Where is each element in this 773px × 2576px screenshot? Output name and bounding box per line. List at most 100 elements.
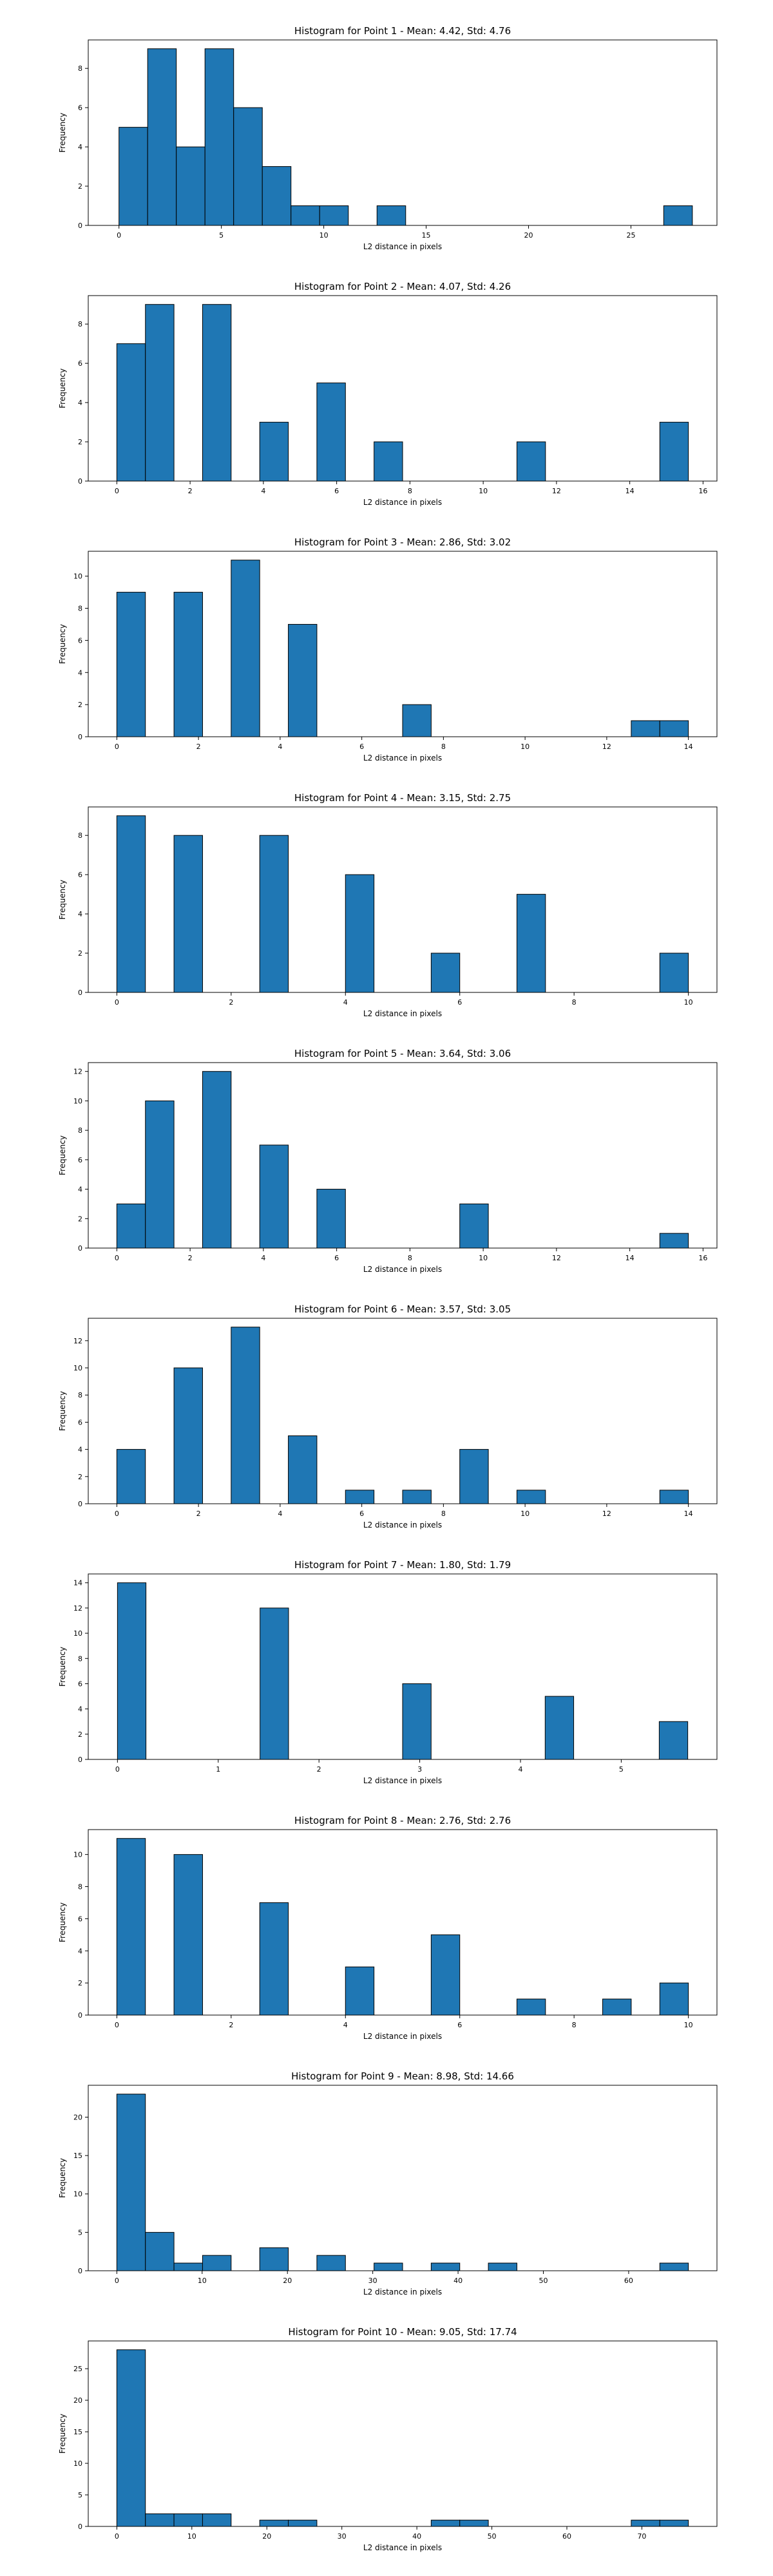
x-tick-label: 6 — [457, 2021, 462, 2029]
chart-title: Histogram for Point 6 - Mean: 3.57, Std:… — [294, 1303, 511, 1315]
x-tick-label: 5 — [219, 231, 224, 240]
x-tick-label: 14 — [625, 1254, 635, 1262]
histogram-bar — [374, 441, 403, 482]
histogram-bar — [202, 1071, 232, 1249]
histogram-bar — [202, 2513, 232, 2527]
histogram-bar — [173, 592, 203, 737]
histogram-panel-8: 0 2 4 6 8 10 0 2 4 6 8 10 Histogram for Point 8 - Me… — [58, 1815, 718, 2041]
histogram-bar — [516, 894, 546, 993]
y-tick-label: 6 — [78, 871, 82, 879]
x-tick-label: 60 — [624, 2277, 633, 2285]
y-tick-label: 10 — [73, 1629, 82, 1638]
y-tick-label: 8 — [78, 831, 82, 840]
x-tick-label: 10 — [187, 2532, 196, 2541]
x-tick-label: 20 — [262, 2532, 271, 2541]
x-tick-label: 4 — [519, 1765, 523, 1774]
chart-title: Histogram for Point 8 - Mean: 2.76, Std:… — [294, 1815, 511, 1826]
x-tick-label: 0 — [115, 998, 119, 1007]
y-tick-label: 12 — [73, 1604, 82, 1613]
y-tick-label: 5 — [78, 2491, 82, 2499]
plot-frame — [88, 1062, 718, 1249]
histogram-bar — [116, 1203, 146, 1249]
histogram-bar — [145, 304, 175, 482]
x-tick-label: 2 — [188, 1254, 193, 1262]
histogram-bar — [173, 1854, 203, 2016]
plot-frame — [88, 1318, 718, 1504]
x-tick-label: 10 — [520, 1510, 530, 1518]
x-tick-label: 6 — [334, 1254, 339, 1262]
histogram-bar — [659, 720, 689, 737]
y-tick-label: 4 — [78, 668, 82, 677]
histogram-panel-5: 0 2 4 6 8 10 12 14 16 0 2 4 6 8 10 12 Histogram for Poin… — [58, 1048, 718, 1274]
histogram-bar — [259, 1144, 289, 1249]
y-tick-label: 0 — [78, 2523, 82, 2531]
x-tick-label: 2 — [229, 2021, 233, 2029]
y-tick-label: 6 — [78, 1680, 82, 1688]
histogram-bar — [402, 1683, 432, 1760]
x-tick-label: 50 — [488, 2532, 497, 2541]
x-tick-label: 4 — [343, 2021, 348, 2029]
y-tick-label: 12 — [73, 1068, 82, 1076]
plot-frame — [88, 551, 718, 737]
y-tick-label: 8 — [78, 1126, 82, 1135]
y-tick-label: 10 — [73, 2190, 82, 2199]
y-tick-label: 2 — [78, 438, 82, 446]
histogram-bar — [291, 205, 320, 226]
histogram-bar — [402, 704, 432, 737]
histogram-bar — [173, 2513, 203, 2527]
x-axis-label: L2 distance in pixels — [363, 753, 442, 762]
y-tick-label: 4 — [78, 1186, 82, 1194]
x-axis-label: L2 distance in pixels — [363, 2032, 442, 2041]
histogram-bar — [202, 304, 232, 482]
y-tick-label: 2 — [78, 1979, 82, 1987]
histogram-bar — [345, 874, 375, 993]
histogram-bar — [430, 2519, 461, 2527]
y-tick-label: 10 — [73, 1097, 82, 1105]
histogram-bar — [288, 623, 318, 737]
x-tick-label: 0 — [115, 1254, 119, 1262]
y-tick-label: 4 — [78, 1446, 82, 1454]
histogram-bar — [259, 422, 289, 482]
x-tick-label: 8 — [441, 1510, 446, 1518]
x-tick-label: 6 — [457, 998, 462, 1007]
histogram-bar — [402, 1490, 432, 1504]
histogram-bar — [430, 2262, 461, 2271]
x-axis-label: L2 distance in pixels — [363, 1265, 442, 1274]
x-tick-label: 10 — [479, 1254, 488, 1262]
histogram-bar — [145, 2513, 175, 2527]
x-tick-label: 2 — [317, 1765, 321, 1774]
x-tick-label: 0 — [115, 743, 119, 751]
histogram-bar — [459, 2519, 489, 2527]
y-tick-label: 8 — [78, 320, 82, 328]
y-tick-label: 2 — [78, 949, 82, 958]
x-tick-label: 12 — [602, 743, 611, 751]
y-tick-label: 5 — [78, 2228, 82, 2237]
x-tick-label: 30 — [338, 2532, 347, 2541]
y-axis-label: Frequency — [58, 624, 67, 664]
x-axis-label: L2 distance in pixels — [363, 2543, 442, 2552]
chart-title: Histogram for Point 5 - Mean: 3.64, Std:… — [294, 1048, 511, 1059]
histogram-panel-10: 0 10 20 30 40 50 60 70 0 5 10 15 20 25 Histogram for P… — [58, 2326, 718, 2552]
chart-title: Histogram for Point 7 - Mean: 1.80, Std:… — [294, 1559, 511, 1571]
histogram-bar — [516, 1998, 546, 2016]
histogram-bar — [374, 2262, 403, 2271]
histogram-bar — [516, 441, 546, 482]
x-tick-label: 0 — [115, 487, 119, 495]
x-tick-label: 60 — [562, 2532, 571, 2541]
x-tick-label: 10 — [684, 998, 693, 1007]
x-tick-label: 4 — [278, 743, 282, 751]
histogram-bar — [316, 1189, 346, 1249]
histogram-bar — [631, 720, 660, 737]
y-tick-label: 2 — [78, 182, 82, 191]
histogram-panel-2: 0 2 4 6 8 10 12 14 16 0 2 4 6 8 Histogram for Point 2 … — [58, 281, 718, 507]
x-axis-label: L2 distance in pixels — [363, 1776, 442, 1785]
y-tick-label: 10 — [73, 1851, 82, 1859]
y-tick-label: 4 — [78, 910, 82, 918]
y-tick-label: 6 — [78, 1915, 82, 1923]
plot-frame — [88, 806, 718, 993]
x-tick-label: 2 — [188, 487, 193, 495]
histogram-bar — [659, 2262, 689, 2271]
histogram-bar — [319, 205, 349, 226]
histogram-bar — [204, 48, 234, 226]
chart-title: Histogram for Point 4 - Mean: 3.15, Std:… — [294, 792, 511, 804]
